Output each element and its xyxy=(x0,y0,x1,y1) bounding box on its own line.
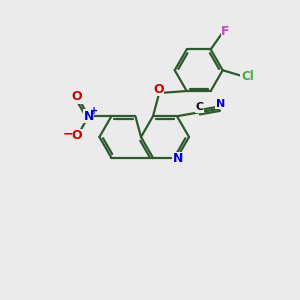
Text: N: N xyxy=(83,110,94,123)
Text: N: N xyxy=(216,99,225,109)
Text: O: O xyxy=(153,82,164,95)
Text: N: N xyxy=(173,152,183,165)
Text: C: C xyxy=(195,102,203,112)
Text: Cl: Cl xyxy=(241,70,254,83)
Text: O: O xyxy=(71,90,82,103)
Text: −: − xyxy=(63,128,73,140)
Text: F: F xyxy=(221,25,230,38)
Text: O: O xyxy=(71,129,82,142)
Text: +: + xyxy=(90,106,98,116)
